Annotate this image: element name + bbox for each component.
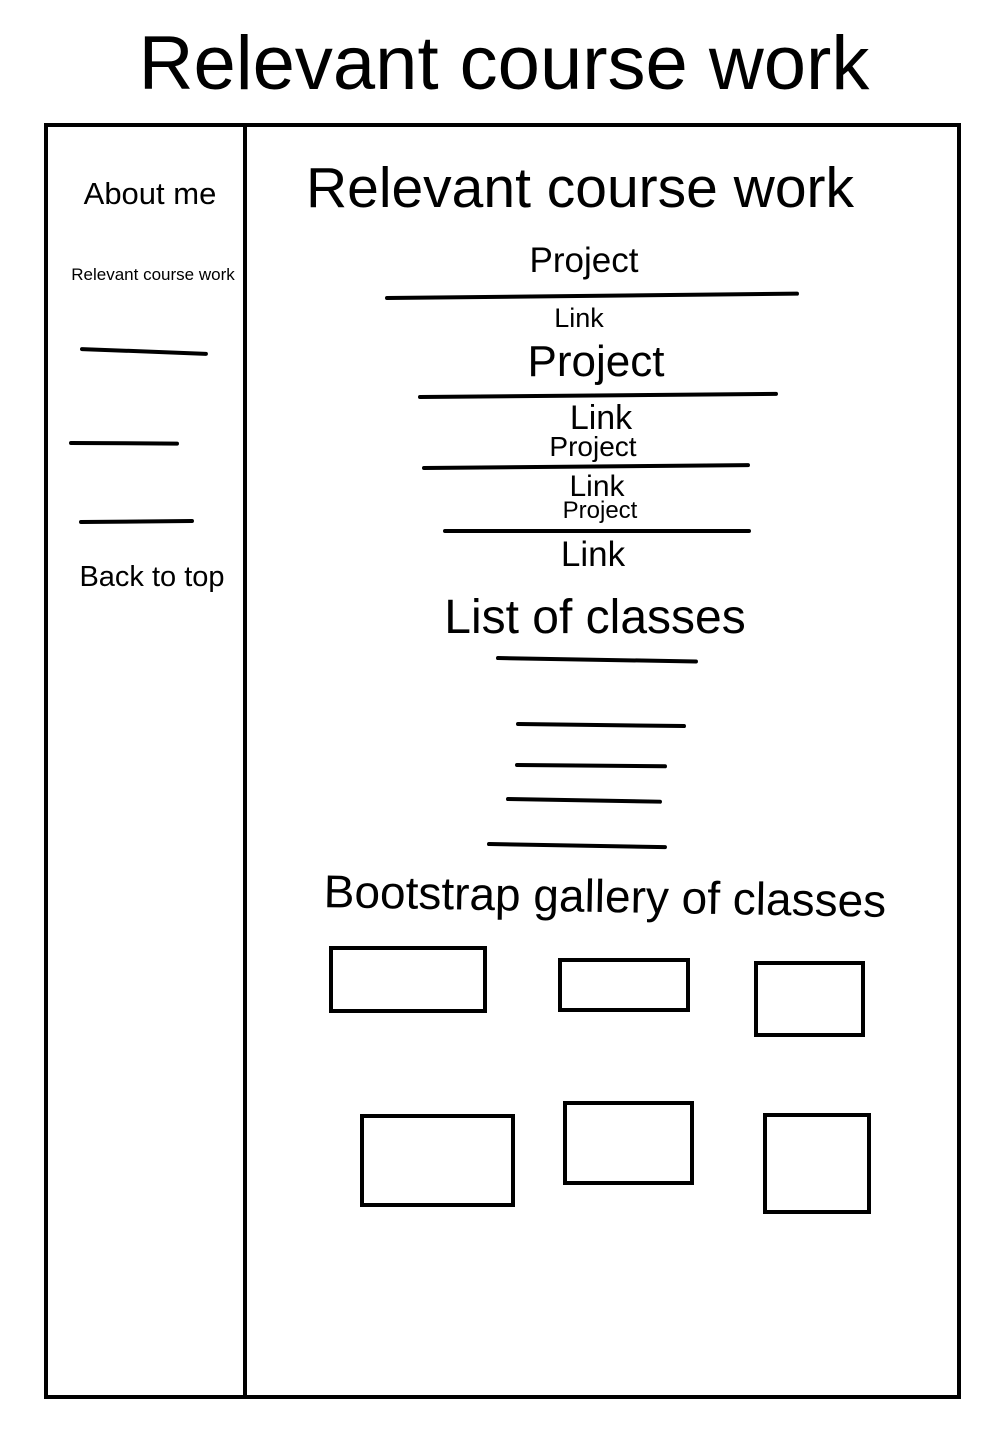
project-link[interactable]: Link xyxy=(569,399,633,437)
gallery-image-placeholder[interactable] xyxy=(558,958,690,1012)
sidebar-placeholder-link[interactable] xyxy=(68,441,180,446)
project-title: Project xyxy=(562,497,638,524)
page-frame xyxy=(44,123,961,1399)
project-link[interactable]: Link xyxy=(560,535,626,574)
gallery-image-placeholder[interactable] xyxy=(763,1113,871,1214)
project-link[interactable]: Link xyxy=(569,470,625,503)
project-link[interactable]: Link xyxy=(554,303,604,333)
project-divider-line xyxy=(443,529,751,533)
project-title: Project xyxy=(549,431,637,462)
section-heading: Relevant course work xyxy=(305,156,855,220)
gallery-image-placeholder[interactable] xyxy=(754,961,865,1037)
sidebar-item-course-work[interactable]: Relevant course work xyxy=(71,265,235,284)
project-title: Project xyxy=(529,241,639,280)
gallery-image-placeholder[interactable] xyxy=(563,1101,694,1185)
gallery-heading: Bootstrap gallery of classes xyxy=(323,865,887,927)
gallery-image-placeholder[interactable] xyxy=(329,946,487,1013)
page-title: Relevant course work xyxy=(138,21,870,106)
classes-heading: List of classes xyxy=(444,591,746,644)
sidebar-item-about-me[interactable]: About me xyxy=(83,176,217,211)
sidebar-divider xyxy=(243,125,247,1397)
sidebar-item-back-to-top[interactable]: Back to top xyxy=(79,561,225,593)
gallery-image-placeholder[interactable] xyxy=(360,1114,515,1207)
project-title: Project xyxy=(527,337,665,386)
